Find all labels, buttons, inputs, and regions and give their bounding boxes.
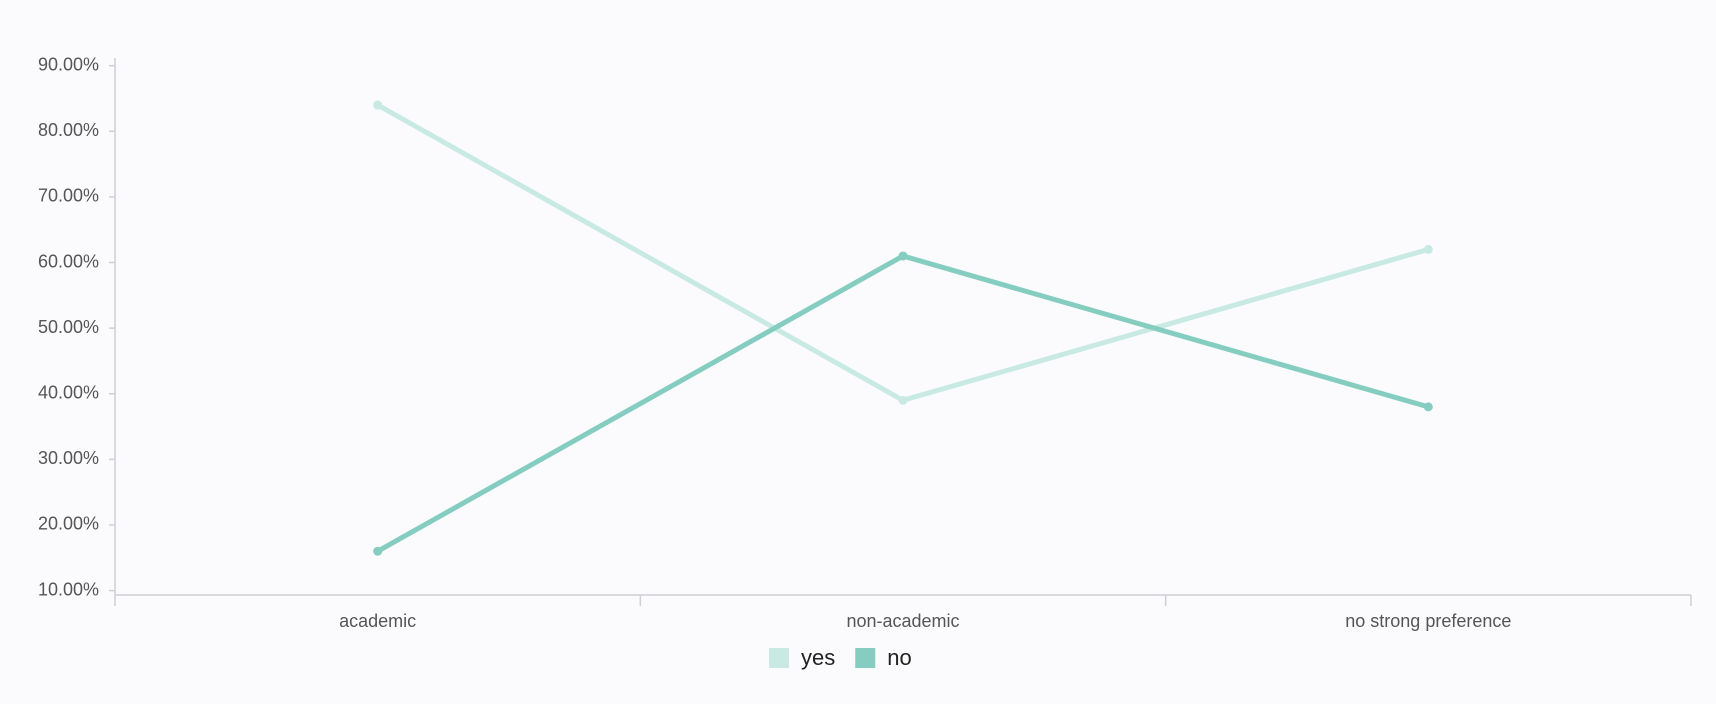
y-tick-label: 90.00%: [38, 54, 99, 74]
y-tick-label: 30.00%: [38, 448, 99, 468]
y-tick-label: 80.00%: [38, 120, 99, 140]
point: [373, 100, 383, 110]
legend-label: yes: [801, 645, 835, 670]
y-tick-label: 60.00%: [38, 251, 99, 271]
point: [373, 546, 383, 556]
legend-swatch: [855, 648, 876, 668]
y-tick-label: 40.00%: [38, 383, 99, 403]
point: [898, 395, 908, 405]
y-tick-label: 20.00%: [38, 514, 99, 534]
point: [1423, 244, 1433, 254]
legend-label: no: [887, 645, 911, 670]
y-tick-label: 10.00%: [38, 579, 99, 599]
point: [898, 251, 908, 261]
point: [1423, 402, 1433, 412]
x-tick-label: academic: [339, 611, 416, 631]
legend-swatch: [769, 648, 789, 668]
y-tick-label: 70.00%: [38, 186, 99, 206]
x-tick-label: no strong preference: [1345, 611, 1511, 631]
x-tick-label: non-academic: [846, 611, 959, 631]
y-tick-label: 50.00%: [38, 317, 99, 337]
